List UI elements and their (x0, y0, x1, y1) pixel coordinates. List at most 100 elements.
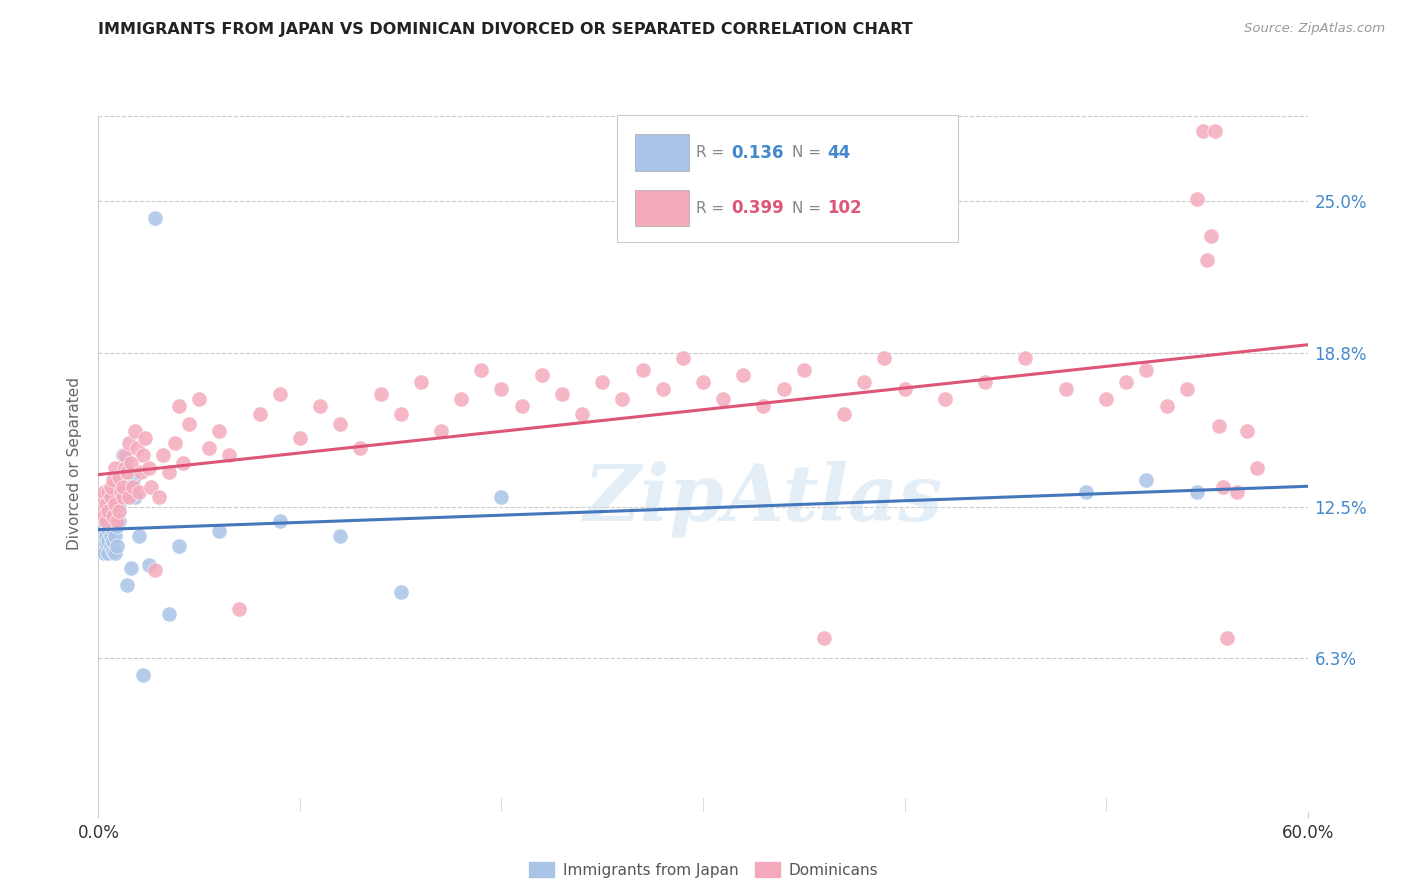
Point (510, 400, 533, 414)
Point (101, 473, 124, 487)
Point (110, 484, 132, 499)
Point (111, 480, 134, 494)
Point (1195, 252, 1218, 267)
Point (530, 368, 553, 382)
Point (148, 490, 170, 504)
Point (370, 387, 392, 401)
Text: 44: 44 (827, 144, 851, 161)
Point (1216, 632, 1239, 646)
Y-axis label: Divorced or Separated: Divorced or Separated (67, 377, 83, 550)
Point (120, 560, 142, 574)
Point (1208, 419, 1230, 434)
Point (103, 460, 125, 475)
Point (651, 383, 673, 397)
Point (772, 383, 794, 397)
Point (93, 484, 115, 499)
Point (111, 448, 134, 462)
Point (974, 375, 997, 389)
Point (100, 529, 122, 543)
Point (1236, 424, 1258, 438)
Point (873, 351, 896, 365)
Point (832, 407, 855, 421)
Point (329, 529, 352, 543)
Point (1185, 192, 1208, 206)
Text: 0.136: 0.136 (731, 144, 785, 161)
Point (1074, 484, 1097, 499)
Point (100, 539, 122, 553)
Point (1095, 392, 1118, 406)
Point (1191, 123, 1213, 137)
Text: N =: N = (792, 145, 825, 160)
Point (143, 211, 166, 226)
Point (309, 400, 332, 414)
Point (389, 407, 412, 421)
Point (93, 509, 115, 524)
Point (114, 448, 136, 462)
Point (128, 529, 150, 543)
Point (470, 363, 492, 377)
Text: N =: N = (792, 201, 825, 216)
Point (551, 387, 574, 401)
Point (167, 539, 190, 553)
Point (101, 543, 124, 558)
Point (672, 351, 695, 365)
Point (111, 490, 134, 504)
Point (1135, 363, 1157, 377)
Point (288, 431, 311, 445)
Point (101, 509, 124, 524)
Text: 102: 102 (827, 199, 862, 217)
Point (128, 484, 150, 499)
Point (100, 514, 122, 528)
Point (139, 480, 162, 494)
Point (249, 407, 271, 421)
Point (612, 392, 634, 406)
Point (179, 417, 201, 431)
Point (100, 490, 122, 504)
Point (91, 504, 114, 518)
Point (103, 529, 125, 543)
Point (96, 514, 118, 528)
Point (157, 466, 180, 480)
Point (143, 563, 166, 577)
Point (93, 546, 115, 560)
Point (138, 558, 160, 573)
Point (752, 400, 775, 414)
Point (934, 392, 956, 406)
Text: IMMIGRANTS FROM JAPAN VS DOMINICAN DIVORCED OR SEPARATED CORRELATION CHART: IMMIGRANTS FROM JAPAN VS DOMINICAN DIVOR… (98, 22, 912, 37)
Point (96, 536, 118, 550)
Point (118, 484, 141, 499)
Point (105, 514, 128, 528)
Point (138, 460, 160, 475)
Point (103, 509, 125, 524)
Point (110, 484, 132, 499)
Point (101, 533, 124, 548)
Point (389, 585, 412, 599)
Point (711, 392, 734, 406)
Point (107, 470, 129, 484)
Point (105, 539, 128, 553)
Point (198, 441, 221, 455)
Point (409, 375, 432, 389)
Point (93, 522, 115, 536)
Point (631, 363, 654, 377)
Point (132, 668, 155, 682)
Point (349, 441, 371, 455)
Point (167, 400, 190, 414)
Point (100, 480, 122, 494)
Point (1014, 351, 1036, 365)
Point (124, 490, 146, 504)
Point (1135, 473, 1157, 487)
Point (96, 529, 118, 543)
Point (269, 514, 291, 528)
Point (118, 490, 141, 504)
Point (152, 448, 174, 462)
Point (105, 519, 128, 533)
Point (172, 456, 194, 470)
Point (793, 363, 815, 377)
Point (97, 546, 120, 560)
Point (101, 522, 124, 536)
Point (269, 387, 291, 401)
Point (450, 392, 472, 406)
Point (103, 497, 125, 511)
Point (1204, 123, 1226, 137)
